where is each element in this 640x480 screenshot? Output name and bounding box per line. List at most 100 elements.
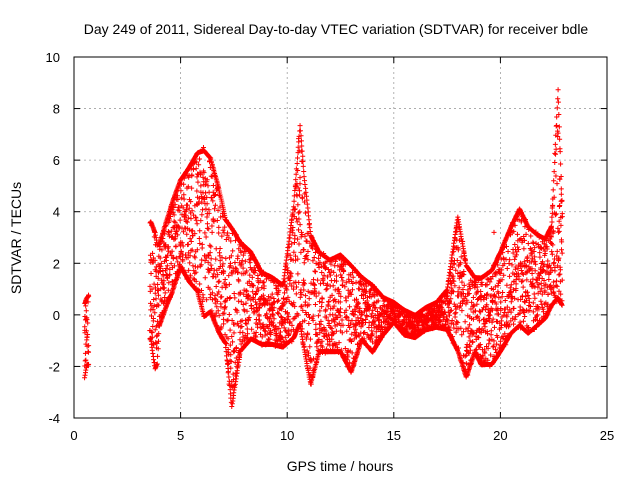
data-point <box>454 319 460 325</box>
data-point <box>500 255 506 261</box>
x-tick-label: 0 <box>70 428 77 443</box>
data-point <box>236 298 242 304</box>
data-point <box>276 325 282 331</box>
data-point <box>152 310 158 316</box>
data-point <box>538 298 544 304</box>
data-point <box>333 341 339 347</box>
data-point <box>193 278 199 284</box>
data-point <box>194 188 200 194</box>
data-point <box>165 244 171 250</box>
data-point <box>342 284 348 290</box>
data-point <box>338 293 344 299</box>
data-point <box>261 285 267 291</box>
data-point <box>84 317 90 323</box>
data-point <box>229 334 235 340</box>
data-point <box>558 173 564 179</box>
data-point <box>297 294 303 300</box>
data-point <box>193 217 199 223</box>
data-point <box>173 255 179 261</box>
data-point <box>446 324 452 330</box>
data-point <box>305 311 311 317</box>
data-point <box>194 221 200 227</box>
data-point <box>307 314 313 320</box>
data-point <box>509 262 515 268</box>
data-point <box>159 247 165 253</box>
data-point <box>545 291 551 297</box>
data-point <box>307 336 313 342</box>
data-point <box>290 230 296 236</box>
data-point <box>152 285 158 291</box>
data-point <box>472 285 478 291</box>
data-point <box>251 265 257 271</box>
data-point <box>267 314 273 320</box>
data-point <box>312 269 318 275</box>
data-point <box>553 211 559 217</box>
data-point <box>190 228 196 234</box>
data-point <box>303 358 309 364</box>
data-point <box>532 268 538 274</box>
data-point <box>84 334 90 340</box>
data-point <box>156 302 162 308</box>
data-point <box>552 268 558 274</box>
data-point <box>520 284 526 290</box>
data-point <box>249 274 255 280</box>
data-point <box>508 282 514 288</box>
data-point <box>238 299 244 305</box>
data-point <box>520 278 526 284</box>
data-point <box>553 212 559 218</box>
data-point <box>326 320 332 326</box>
data-point <box>209 265 215 271</box>
data-point <box>294 193 300 199</box>
data-point <box>464 342 470 348</box>
data-point <box>557 267 563 273</box>
data-point <box>323 287 329 293</box>
data-point <box>210 189 216 195</box>
data-point <box>493 347 499 353</box>
data-point <box>83 303 89 309</box>
data-point <box>286 320 292 326</box>
data-point <box>349 287 355 293</box>
data-point <box>293 291 299 297</box>
data-point <box>216 224 222 230</box>
data-point <box>289 322 295 328</box>
data-point <box>229 318 235 324</box>
data-point <box>162 294 168 300</box>
data-point <box>502 298 508 304</box>
data-point <box>559 211 565 217</box>
data-point <box>484 302 490 308</box>
data-point <box>329 336 335 342</box>
data-point <box>301 343 307 349</box>
data-point <box>172 231 178 237</box>
data-point <box>490 274 496 280</box>
data-point <box>86 343 92 349</box>
data-point <box>180 243 186 249</box>
data-point <box>271 296 277 302</box>
data-point <box>285 294 291 300</box>
data-point <box>299 291 305 297</box>
data-point <box>217 245 223 251</box>
data-point <box>484 319 490 325</box>
data-point <box>498 338 504 344</box>
data-point <box>237 351 243 357</box>
data-point <box>310 313 316 319</box>
data-point <box>347 325 353 331</box>
data-point <box>328 261 334 267</box>
data-point <box>284 316 290 322</box>
data-point <box>540 267 546 273</box>
data-point <box>228 352 234 358</box>
data-point <box>244 268 250 274</box>
data-point <box>218 325 224 331</box>
data-point <box>476 308 482 314</box>
data-point <box>512 222 518 228</box>
data-point <box>152 290 158 296</box>
data-point <box>166 280 172 286</box>
data-point <box>310 245 316 251</box>
data-point <box>458 260 464 266</box>
data-point <box>86 349 92 355</box>
data-point <box>537 288 543 294</box>
data-point <box>209 290 215 296</box>
data-point <box>86 293 92 299</box>
data-point <box>551 279 557 285</box>
data-point <box>458 325 464 331</box>
data-series <box>82 87 565 410</box>
